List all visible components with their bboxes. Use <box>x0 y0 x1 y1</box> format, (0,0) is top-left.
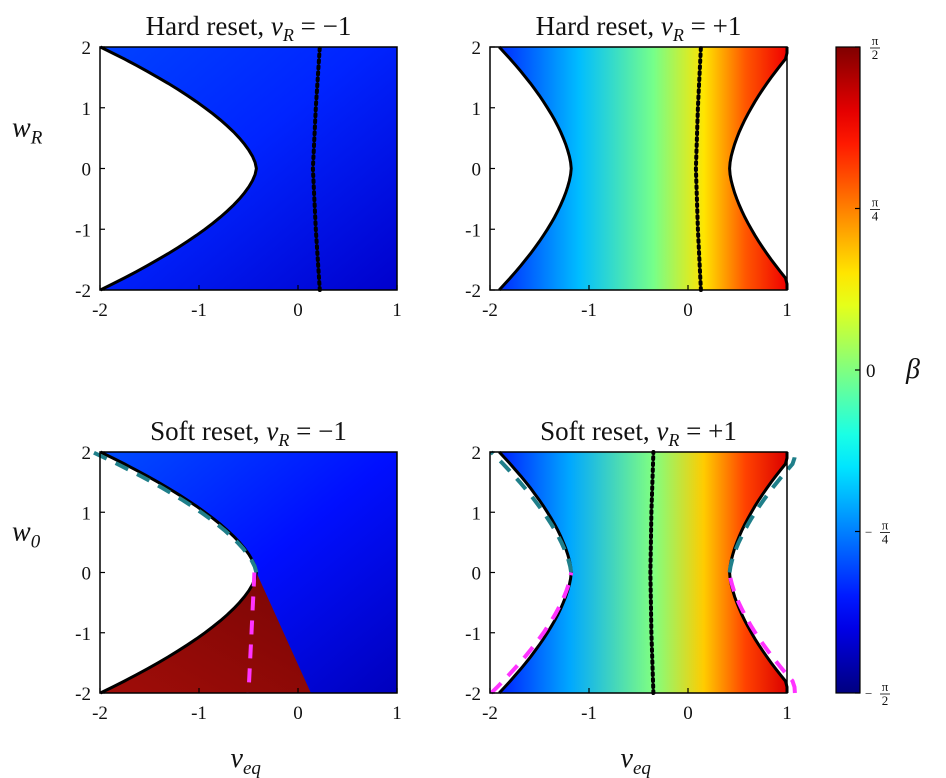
panel-4: -2 -1 0 1 -2 -1 0 1 2 Soft reset, vR = +1 veq <box>465 416 797 778</box>
y-tick-label: 0 <box>82 160 92 181</box>
y-tick-label: -1 <box>75 220 91 241</box>
x-tick-label: -2 <box>482 300 498 321</box>
y-tick-label: -1 <box>75 624 91 645</box>
x-tick-label: -2 <box>92 703 108 724</box>
colorbar-tick-label: − π4 <box>865 518 890 547</box>
dotted-curve <box>310 45 322 292</box>
svg-text:π: π <box>872 33 879 48</box>
x-tick-label: -2 <box>482 703 498 724</box>
y-tick-label: 2 <box>472 443 482 464</box>
x-tick-label: 0 <box>683 300 693 321</box>
x-tick-label: 0 <box>293 300 303 321</box>
y-axis-label: w0 <box>12 517 41 553</box>
x-tick-label: 1 <box>782 300 792 321</box>
excluded-region-right <box>729 47 787 290</box>
y-tick-label: 0 <box>82 564 92 585</box>
svg-text:2: 2 <box>882 693 889 708</box>
svg-text:−: − <box>865 686 872 701</box>
dotted-curve <box>648 450 656 695</box>
panel-1: -2 -1 0 1 -2 -1 0 1 2 Hard reset, vR = −1 wR <box>12 11 402 321</box>
x-tick-label: 1 <box>782 703 792 724</box>
x-tick-label: -2 <box>92 300 108 321</box>
svg-text:2: 2 <box>872 47 879 62</box>
y-tick-label: -2 <box>465 684 481 705</box>
colorbar-label: β <box>905 354 920 385</box>
excluded-region-left <box>490 47 572 290</box>
y-tick-label: 1 <box>472 503 482 524</box>
y-tick-label: -2 <box>75 684 91 705</box>
y-tick-label: -2 <box>75 281 91 302</box>
excluded-region-left <box>490 452 572 693</box>
panel-title: Soft reset, vR = +1 <box>540 416 737 450</box>
colorbar-tick-label: 0 <box>866 361 876 382</box>
panel-title: Hard reset, vR = +1 <box>536 11 742 45</box>
y-tick-label: 1 <box>472 99 482 120</box>
y-axis-label: wR <box>12 113 43 149</box>
panel-2: -2 -1 0 1 -2 -1 0 1 2 Hard reset, vR = +1 <box>465 11 792 321</box>
dotted-curve <box>693 45 703 292</box>
y-tick-label: 1 <box>82 503 92 524</box>
y-tick-label: 2 <box>82 38 92 59</box>
boundary-curve-right <box>728 47 789 290</box>
y-tick-label: -1 <box>465 624 481 645</box>
panel-3: -2 -1 0 1 -2 -1 0 1 2 Soft reset, vR = −1 w0 veq <box>12 416 402 778</box>
dashed-magenta-curve <box>727 572 797 694</box>
colorbar-tick-label: π4 <box>870 195 880 224</box>
x-tick-label: 1 <box>392 300 402 321</box>
x-tick-label: -1 <box>191 300 207 321</box>
boundary-curve-left <box>498 45 573 292</box>
x-tick-label: 0 <box>293 703 303 724</box>
svg-text:−: − <box>865 525 872 540</box>
x-axis-label: veq <box>621 743 652 778</box>
y-tick-label: 0 <box>472 564 482 585</box>
svg-text:π: π <box>882 679 889 694</box>
svg-text:4: 4 <box>872 209 879 224</box>
x-tick-label: 0 <box>683 703 693 724</box>
colorbar-tick-label: − π2 <box>865 679 890 708</box>
boundary-curve-left <box>99 45 258 292</box>
excluded-region-left <box>100 452 257 693</box>
y-tick-label: -1 <box>465 220 481 241</box>
x-tick-label: -1 <box>581 300 597 321</box>
colorbar-tick-label: π2 <box>870 33 880 62</box>
svg-text:π: π <box>882 518 889 533</box>
y-tick-label: 2 <box>82 443 92 464</box>
x-tick-label: -1 <box>191 703 207 724</box>
svg-text:π: π <box>872 195 879 210</box>
y-tick-label: 2 <box>472 38 482 59</box>
y-tick-label: 0 <box>472 160 482 181</box>
dashed-magenta-curve <box>489 572 574 695</box>
x-tick-label: -1 <box>581 703 597 724</box>
y-tick-label: -2 <box>465 281 481 302</box>
excluded-region-right <box>729 452 787 693</box>
excluded-region-left <box>100 47 257 290</box>
panel-title: Hard reset, vR = −1 <box>146 11 352 45</box>
svg-text:4: 4 <box>882 532 889 547</box>
dashed-teal-curve <box>91 450 259 574</box>
x-tick-label: 1 <box>392 703 402 724</box>
dashed-magenta-curve <box>246 572 257 694</box>
panel-title: Soft reset, vR = −1 <box>150 416 347 450</box>
y-tick-label: 1 <box>82 99 92 120</box>
x-axis-label: veq <box>231 743 262 778</box>
